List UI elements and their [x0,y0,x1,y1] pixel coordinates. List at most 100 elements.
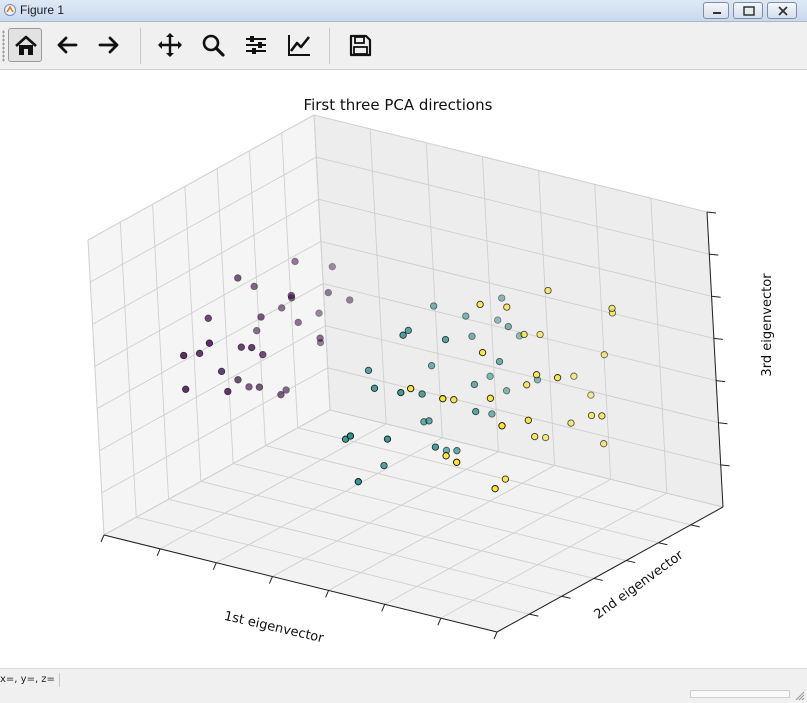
z-tick [709,253,719,256]
save-button[interactable] [343,28,377,62]
scatter-point [354,478,362,486]
grid-line [184,186,202,482]
scatter-point [453,458,461,466]
chart-title: First three PCA directions [304,96,493,114]
z-tick [720,464,730,467]
y-tick [626,560,636,564]
figure-canvas[interactable]: First three PCA directions 1st eigenvect… [0,70,807,668]
status-scrollbar[interactable] [690,690,790,698]
grid-line [327,367,721,466]
maximize-button[interactable] [733,2,763,19]
pan-button[interactable] [153,28,187,62]
grid-line [328,465,555,591]
z-tick [718,422,728,425]
grid-line [594,184,612,480]
sliders-icon [246,36,266,54]
scatter-point [253,327,261,335]
scatter-point [486,372,494,380]
scatter-point [224,387,232,396]
scatter-point [476,300,484,309]
y-tick [561,595,571,599]
scatter-point [478,348,487,357]
scatter-point [370,384,379,392]
minimize-icon [713,12,721,14]
grid-line [119,222,137,518]
scatter-point [600,440,608,448]
y-tick [593,577,603,581]
scatter-point [328,263,336,271]
grid-line [248,150,266,446]
grid-line [281,132,299,428]
z-axis-line [706,211,724,508]
scatter-point [259,351,267,359]
scatter-point [431,443,440,451]
scatter-point [430,302,438,310]
scatter-point [425,417,433,425]
grid-line [233,463,627,562]
y-axis-line [496,506,724,633]
grid-line [323,283,717,382]
grid-line [216,168,234,464]
x-axis-label: 1st eigenvector [223,609,326,647]
grid-line [325,325,719,424]
toolbar-grip[interactable] [2,30,5,62]
close-button[interactable] [767,2,797,19]
cursor-coordinates: x=, y=, z= [0,673,60,687]
line-chart-icon [288,35,311,56]
scatter-point [494,316,502,324]
scatter-point [570,372,578,380]
scatter-point [453,447,461,455]
scatter-point [427,362,436,370]
grid-line [152,204,170,500]
scatter-point [346,432,355,440]
x-tick [268,576,273,584]
z-tick [711,295,721,298]
navigation-toolbar [0,22,807,70]
subplots-button[interactable] [239,28,273,62]
minimize-button[interactable] [703,2,729,19]
grid-line [216,437,443,564]
window-title: Figure 1 [20,3,65,17]
grid-line [87,239,105,536]
grid-line [159,423,387,550]
scatter-point [257,313,265,321]
arrow-left-icon [57,36,78,54]
scatter-point [501,475,510,483]
scatter-point [287,291,295,300]
pca-3d-scatter-plot: First three PCA directions 1st eigenvect… [87,96,775,647]
scatter-points [180,257,617,493]
grid-line [136,516,530,615]
zoom-button[interactable] [196,28,230,62]
scatter-point [523,381,531,389]
move-icon [158,33,182,57]
grid-line [650,198,668,494]
scatter-point [282,386,290,394]
floppy-disk-icon [349,34,372,57]
forward-button[interactable] [92,28,126,62]
home-button[interactable] [8,28,42,62]
scatter-point [544,286,552,295]
resize-grip-icon[interactable] [795,691,805,701]
scatter-point [567,419,575,427]
y-tick [529,613,539,617]
grid-line [384,478,611,605]
scatter-point [488,410,496,418]
grid-line [440,492,668,619]
scatter-point [504,322,512,331]
scatter-point [532,371,541,379]
scatter-point [468,332,476,340]
maximize-icon [743,6,755,16]
magnifier-icon [202,34,225,57]
grid-line [369,128,387,424]
grid-line [87,114,315,241]
scatter-point [587,411,596,420]
x-tick [437,617,442,626]
scatter-point [250,282,258,291]
axes-ticks [100,211,730,640]
scatter-point [245,383,253,391]
customize-button[interactable] [282,28,316,62]
back-button[interactable] [50,28,84,62]
scatter-point [450,396,458,404]
scatter-point [608,304,616,313]
app-icon [4,4,16,16]
